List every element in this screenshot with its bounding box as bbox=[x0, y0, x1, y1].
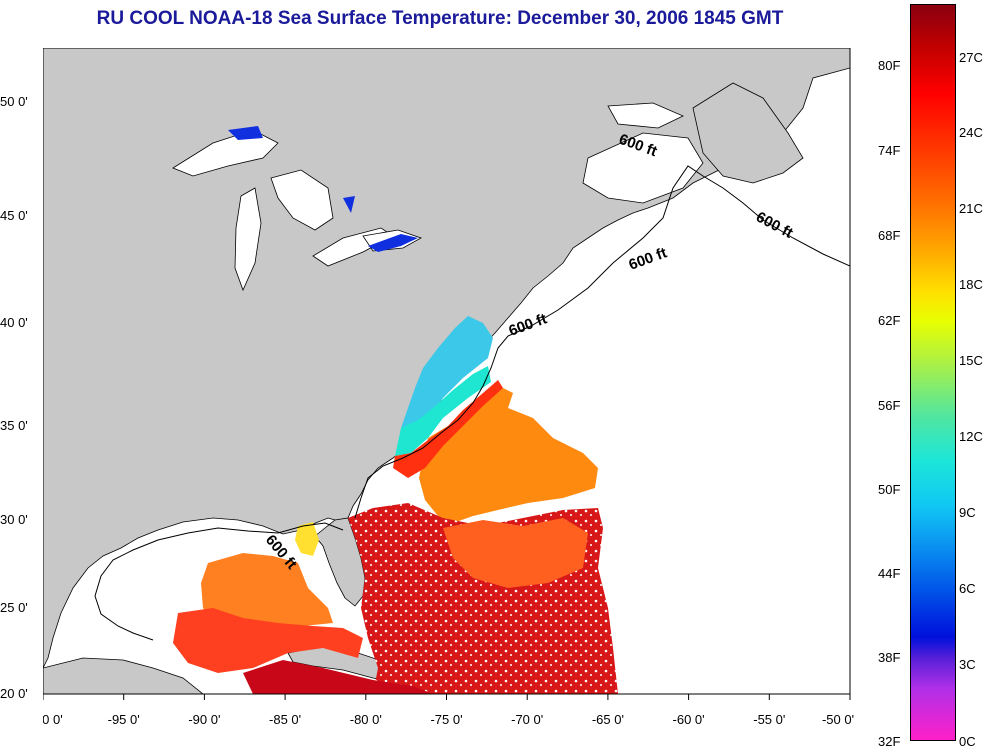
celsius-label: 0C bbox=[959, 734, 976, 749]
celsius-label: 12C bbox=[959, 429, 983, 444]
sst-gulf-yellow bbox=[295, 522, 319, 556]
map-title: RU COOL NOAA-18 Sea Surface Temperature:… bbox=[96, 8, 784, 29]
lon-label: -55 0' bbox=[753, 712, 785, 727]
depth-contour-600ft-gulf bbox=[94, 522, 344, 641]
fahrenheit-label: 68F bbox=[878, 228, 901, 243]
lat-label: 50 0' bbox=[0, 94, 28, 109]
fahrenheit-label: 56F bbox=[878, 398, 901, 413]
lat-label: 30 0' bbox=[0, 512, 28, 527]
lon-label: -65 0' bbox=[592, 712, 624, 727]
lat-label: 20 0' bbox=[0, 686, 28, 701]
sst-nearshore-cyan bbox=[395, 366, 491, 456]
lon-label: -85 0' bbox=[269, 712, 301, 727]
gulf-st-lawrence bbox=[582, 132, 704, 204]
celsius-label: 9C bbox=[959, 505, 976, 520]
sst-gulfstream-red bbox=[393, 380, 503, 478]
sst-east-orange-patch bbox=[443, 518, 588, 588]
lat-label: 35 0' bbox=[0, 418, 28, 433]
lon-label: -95 0' bbox=[108, 712, 140, 727]
celsius-label: 3C bbox=[959, 657, 976, 672]
fahrenheit-label: 44F bbox=[878, 566, 901, 581]
sst-great-lakes-cold bbox=[228, 126, 418, 252]
temperature-colorbar bbox=[910, 4, 956, 741]
fahrenheit-label: 80F bbox=[878, 58, 901, 73]
fahrenheit-label: 50F bbox=[878, 482, 901, 497]
celsius-label: 18C bbox=[959, 277, 983, 292]
tick-marks bbox=[43, 694, 851, 700]
newfoundland-land bbox=[692, 82, 804, 184]
yucatan-land bbox=[43, 657, 204, 694]
lat-label: 25 0' bbox=[0, 600, 28, 615]
celsius-label: 15C bbox=[959, 353, 983, 368]
lon-label: -75 0' bbox=[430, 712, 462, 727]
sst-nearshore-cool bbox=[401, 316, 493, 443]
lon-label: -60 0' bbox=[673, 712, 705, 727]
celsius-label: 24C bbox=[959, 125, 983, 140]
fahrenheit-label: 38F bbox=[878, 650, 901, 665]
celsius-label: 27C bbox=[959, 50, 983, 65]
lat-label: 40 0' bbox=[0, 315, 28, 330]
celsius-label: 6C bbox=[959, 581, 976, 596]
lon-label: -80 0' bbox=[350, 712, 382, 727]
lon-label: -50 0' bbox=[822, 712, 854, 727]
fahrenheit-label: 62F bbox=[878, 313, 901, 328]
lon-label: -70 0' bbox=[511, 712, 543, 727]
fahrenheit-label: 74F bbox=[878, 143, 901, 158]
fahrenheit-label: 32F bbox=[878, 734, 901, 749]
sst-gulf-red bbox=[173, 608, 363, 673]
longitude-labels: -100 0' -95 0' -90 0' -85 0' -80 0' -75 … bbox=[43, 712, 854, 727]
sst-map[interactable]: 600 ft 600 ft 600 ft 600 ft 600 ft -100 … bbox=[43, 48, 863, 738]
sst-gulf-orange bbox=[201, 553, 333, 633]
celsius-label: 21C bbox=[959, 201, 983, 216]
depth-contour-600ft bbox=[354, 165, 850, 519]
sst-caribbean-darkred bbox=[243, 660, 433, 694]
lon-label: -100 0' bbox=[43, 712, 63, 727]
lon-label: -90 0' bbox=[188, 712, 220, 727]
lat-label: 45 0' bbox=[0, 208, 28, 223]
